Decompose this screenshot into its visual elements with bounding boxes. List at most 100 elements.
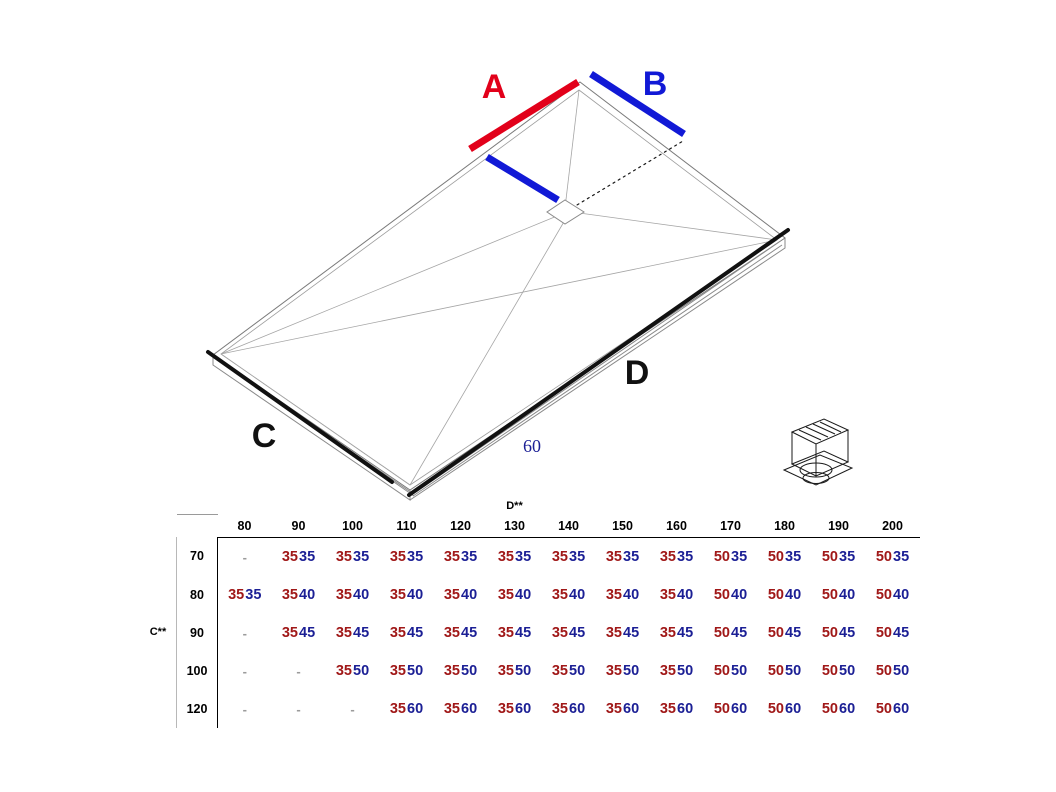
tray-isometric-svg: A B C D 60 — [206, 65, 854, 501]
cell-value-pair: 5035 — [876, 548, 909, 565]
cell-c80-d150: 3540 — [596, 576, 650, 614]
tray-top-face — [212, 81, 786, 491]
cell-value-pair: 5035 — [714, 548, 747, 565]
cell-value-b: 35 — [569, 549, 586, 565]
cell-c70-d120: 3535 — [434, 537, 488, 576]
cell-c90-d190: 5045 — [812, 614, 866, 652]
cell-value-pair: 3540 — [552, 586, 585, 603]
cell-value-b: 45 — [839, 625, 856, 641]
cell-value-pair: 3535 — [444, 548, 477, 565]
cell-value-a: 50 — [875, 625, 892, 641]
cell-value-pair: 5045 — [714, 624, 747, 641]
cell-c80-d190: 5040 — [812, 576, 866, 614]
cell-c90-d200: 5045 — [866, 614, 920, 652]
column-header-100: 100 — [325, 514, 380, 538]
cell-c100-d140: 3550 — [542, 652, 596, 690]
cell-value-b: 35 — [893, 549, 910, 565]
column-header-180: 180 — [757, 514, 812, 538]
cell-value-a: 35 — [605, 549, 622, 565]
cell-value-a: 35 — [497, 549, 514, 565]
row-header-100: 100 — [176, 651, 218, 690]
column-header-90: 90 — [271, 514, 326, 538]
cell-c90-d170: 5045 — [704, 614, 758, 652]
header-corner-group — [140, 515, 177, 538]
grate-bar-3 — [812, 423, 836, 435]
cell-value-a: 35 — [659, 549, 676, 565]
cell-value-a: 35 — [335, 663, 352, 679]
drain-square-icon — [546, 199, 585, 225]
cell-empty-dash: - — [242, 701, 247, 717]
drain-outlet-ellipse-lower — [802, 472, 830, 484]
cell-value-pair: 3550 — [552, 662, 585, 679]
cell-empty-dash: - — [242, 663, 247, 679]
cell-value-pair: 5050 — [768, 662, 801, 679]
column-header-130: 130 — [487, 514, 542, 538]
cell-value-b: 45 — [353, 625, 370, 641]
tray-hidden-edge — [571, 140, 684, 209]
column-header-120: 120 — [433, 514, 488, 538]
cell-value-a: 35 — [443, 701, 460, 717]
cell-c90-d140: 3545 — [542, 614, 596, 652]
cell-value-b: 45 — [677, 625, 694, 641]
cell-value-a: 50 — [821, 587, 838, 603]
slope-line-bottom — [409, 219, 566, 486]
drain-flange — [782, 454, 854, 486]
cell-c120-d90: - — [272, 690, 326, 728]
slope-line-diagonal-a — [220, 239, 778, 355]
cell-value-pair: 3545 — [444, 624, 477, 641]
cell-value-a: 35 — [659, 663, 676, 679]
cell-value-pair: 5050 — [714, 662, 747, 679]
table-row: 100- -3550 3550 3550 3550 3550 3550 3550 5050 505… — [140, 651, 920, 690]
cell-value-b: 60 — [461, 701, 478, 717]
cell-value-a: 35 — [659, 587, 676, 603]
cell-value-b: 45 — [785, 625, 802, 641]
dimension-matrix: D** 80 90 100 110 120 130 140 150 160 170 180 190 20… — [140, 498, 930, 728]
slope-line-diagonal-b — [220, 353, 411, 486]
cell-c120-d190: 5060 — [812, 690, 866, 728]
drain-detail-icon — [782, 418, 854, 486]
cell-value-pair: 3540 — [336, 586, 369, 603]
cell-value-pair: 3535 — [336, 548, 369, 565]
row-header-120: 120 — [176, 689, 218, 728]
cell-value-pair: 3550 — [606, 662, 639, 679]
marker-b-secondary-line — [485, 154, 560, 203]
cell-value-pair: 5035 — [768, 548, 801, 565]
cell-value-a: 35 — [443, 549, 460, 565]
cell-value-a: 50 — [767, 625, 784, 641]
cell-c100-d120: 3550 — [434, 652, 488, 690]
cell-c70-d90: 3535 — [272, 537, 326, 576]
cell-c100-d90: - — [272, 652, 326, 690]
cell-value-pair: 3535 — [498, 548, 531, 565]
cell-value-b: 35 — [353, 549, 370, 565]
cell-value-pair: 3560 — [498, 700, 531, 717]
cell-value-pair: 3560 — [606, 700, 639, 717]
cell-value-pair: 5060 — [876, 700, 909, 717]
cell-c70-d200: 5035 — [866, 537, 920, 576]
cell-c100-d190: 5050 — [812, 652, 866, 690]
table-row: 120- - -3560 3560 3560 3560 3560 3560 5060 5060 50… — [140, 689, 920, 728]
cell-c100-d150: 3550 — [596, 652, 650, 690]
cell-value-a: 35 — [551, 663, 568, 679]
cell-value-a: 50 — [821, 701, 838, 717]
cell-empty-dash: - — [296, 663, 301, 679]
label-a: A — [482, 68, 507, 106]
cell-c90-d100: 3545 — [326, 614, 380, 652]
cell-value-a: 35 — [443, 663, 460, 679]
cell-c100-d200: 5050 — [866, 652, 920, 690]
cell-c70-d130: 3535 — [488, 537, 542, 576]
cell-empty-dash: - — [242, 625, 247, 641]
cell-value-pair: 3560 — [390, 700, 423, 717]
grate-bar-4 — [819, 421, 842, 433]
cell-value-pair: 5045 — [876, 624, 909, 641]
cell-c120-d140: 3560 — [542, 690, 596, 728]
cell-value-pair: 5060 — [768, 700, 801, 717]
cell-c120-d130: 3560 — [488, 690, 542, 728]
cell-value-b: 35 — [245, 587, 262, 603]
cell-c120-d80: - — [218, 690, 272, 728]
row-group-label-c: C** — [140, 537, 177, 728]
cell-value-pair: 3535 — [228, 586, 261, 603]
col-group-pad-left — [218, 498, 488, 515]
header-corner-rowlabel — [176, 514, 218, 537]
cell-value-a: 35 — [551, 701, 568, 717]
cell-value-b: 45 — [515, 625, 532, 641]
